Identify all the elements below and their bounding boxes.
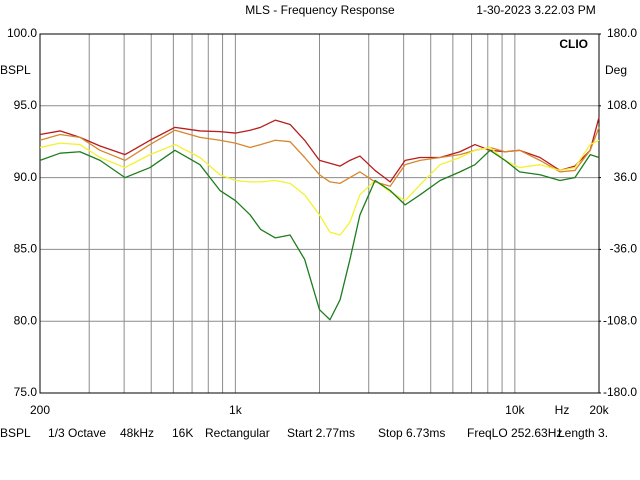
y-tick-label: 100.0 (7, 26, 37, 40)
y2-tick-label: -108.0 (603, 313, 637, 327)
y-tick-label: 85.0 (14, 242, 38, 256)
footer-item: Start 2.77ms (287, 426, 355, 440)
footer-item: Stop 6.73ms (378, 426, 445, 440)
x-tick-label: 200 (30, 403, 50, 417)
timestamp: 1-30-2023 3.22.03 PM (476, 3, 595, 17)
plot-frame (39, 33, 600, 394)
y2-tick-label: 36.0 (614, 170, 638, 184)
x-tick-label: 1k (229, 403, 243, 417)
footer-item: Length 3. (558, 426, 608, 440)
x-tick-label: 20k (589, 403, 609, 417)
footer-item: 1/3 Octave (48, 426, 106, 440)
y2-axis-label: Deg (605, 63, 627, 77)
y2-tick-label: -180.0 (603, 385, 637, 399)
y-tick-label: 90.0 (14, 170, 38, 184)
y-axis-label: BSPL (0, 63, 31, 77)
grid (39, 33, 600, 394)
footer-item: 48kHz (120, 426, 154, 440)
response-line (39, 149, 600, 321)
response-line (39, 139, 600, 236)
footer-item: FreqLO 252.63Hz (467, 426, 562, 440)
response-line (39, 127, 600, 187)
y-tick-label: 75.0 (14, 385, 38, 399)
y2-tick-label: 180.0 (607, 26, 637, 40)
x-tick-label: 10k (505, 403, 525, 417)
x-axis-label: Hz (555, 403, 570, 417)
y2-tick-label: -36.0 (610, 242, 638, 256)
footer-item: 16K (172, 426, 193, 440)
y-tick-label: 95.0 (14, 98, 38, 112)
y-tick-label: 80.0 (14, 313, 38, 327)
footer-item: BSPL (0, 426, 31, 440)
footer-item: Rectangular (205, 426, 270, 440)
y2-tick-label: 108.0 (607, 98, 637, 112)
chart-title: MLS - Frequency Response (245, 3, 395, 17)
brand-label: CLIO (559, 37, 588, 51)
